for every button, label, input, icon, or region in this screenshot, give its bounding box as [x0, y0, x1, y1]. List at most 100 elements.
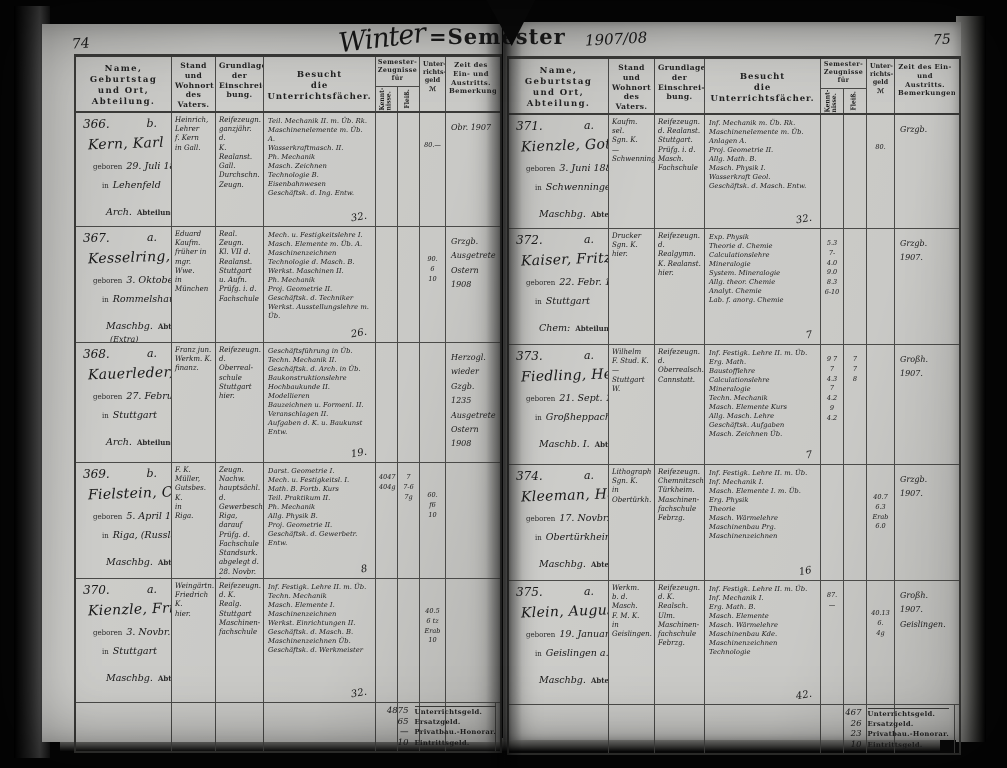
empty-cell [172, 703, 216, 751]
totals-block: 4875 65 — 10 Unterrichtsgeld. Ersatzgeld… [381, 706, 496, 749]
student-name: Klein, August [520, 601, 609, 622]
born-label: geboren [526, 279, 556, 287]
division: Maschbg. [106, 673, 153, 684]
in-label: in [102, 182, 109, 190]
subjects-list: Darst. Geometrie I. Mech. u. Festigkeits… [268, 467, 358, 547]
entry-class-mark: a. [583, 469, 594, 482]
enrollment-basis: Real. Zeugn. Kl. VII d. Realanst. Stuttg… [216, 227, 264, 342]
col-header-name: Name, Geburtstag und Ort, Abteilung. [509, 59, 609, 113]
student-name: Kauerleder, Hugo [87, 363, 172, 384]
enrollment-basis: Reifezeugn. ganzjähr. d. K. Realanst. Ga… [216, 113, 264, 226]
student-name: Fielstein, Curt [87, 483, 172, 504]
totals-row: 4875 65 — 10 Unterrichtsgeld. Ersatzgeld… [76, 703, 500, 751]
fee-amount [867, 345, 895, 464]
entry-remarks: Obr. 1907 [451, 123, 492, 132]
born-label: geboren [93, 163, 123, 171]
enrollment-basis: Reifezeugn. d. Realanst. Stuttgart. Prüf… [655, 115, 705, 228]
ledger-row: 373. a. Fiedling, Hermann geboren 21. Sept… [509, 345, 959, 465]
name-cell: 373. a. Fiedling, Hermann geboren 21. Sept… [509, 345, 609, 464]
entry-number: 366. [83, 117, 110, 131]
col-header-time: Zeit des Ein- und Austritts. Bemerkungen… [898, 63, 955, 98]
subjects-cell: Inf. Festigk. Lehre II. m. Üb. Erg. Math… [705, 345, 821, 464]
col-header-name: Name, Geburtstag und Ort, Abteilung. [76, 57, 172, 111]
total-label-replacement: Ersatzgeld. [867, 720, 914, 729]
entry-remarks [446, 463, 496, 578]
col-header-subjects: Besucht die Unterrichtsfächer. [264, 57, 376, 111]
empty-cell [76, 703, 172, 751]
entry-number: 369. [83, 467, 110, 481]
entry-class-mark: b. [146, 467, 157, 480]
semester-title-printed: =Semester [429, 24, 566, 49]
ledger-row: 371. a. Kienzle, Gottlob geboren 3. Juni 1… [509, 115, 959, 229]
entry-class-mark: a. [146, 583, 157, 596]
division-label: Abteilung. [594, 440, 609, 449]
grades-diligence [398, 579, 420, 702]
birth-place: Lehenfeld [112, 180, 161, 191]
name-cell: 370. a. Kienzle, Friedrich geboren 3. Novb… [76, 579, 172, 702]
birth-date: 22. Febr. 1887 [559, 277, 608, 288]
student-name: Kleeman, Hans [520, 485, 609, 506]
subjects-list: Inf. Mechanik m. Üb. Rk. Maschinenelemen… [709, 119, 807, 190]
entry-remarks: Großh. 1907. Geislingen. [900, 591, 946, 629]
total-entry-fee: 10 [397, 737, 409, 748]
total-replacement: 26 [850, 718, 862, 729]
division-label: Abteilung. [590, 560, 609, 569]
page-stack-right-edge [956, 16, 986, 742]
empty-cell [609, 705, 655, 753]
subjects-cell: Inf. Festigk. Lehre II. m. Üb. Inf. Mech… [705, 465, 821, 580]
entry-number: 373. [516, 349, 543, 363]
grades-knowledge [376, 113, 398, 226]
page-number-left: 74 [71, 35, 91, 53]
grades-knowledge: 87. — [821, 581, 844, 704]
semester-title: Winter=Semester [337, 18, 566, 59]
in-label: in [102, 412, 109, 420]
entry-class-mark: a. [583, 119, 594, 132]
student-name: Kienzle, Friedrich [87, 598, 172, 620]
birth-date: 27. Februar 1883 [126, 391, 172, 402]
col-header-certificates: Semester- Zeugnisse für Kennt- nisse. Fl… [821, 59, 867, 113]
total-label-tuition: Unterrichtsgeld. [867, 710, 936, 718]
born-label: geboren [526, 395, 556, 403]
register-table-right: Name, Geburtstag und Ort, Abteilung. Sta… [507, 56, 961, 755]
entry-number: 371. [516, 119, 543, 133]
empty-cell [867, 705, 895, 753]
semester-title-handwritten: Winter [336, 17, 427, 60]
empty-cell [509, 705, 609, 753]
father-info: Lithograph Sgn. K. in Obertürkh. [609, 465, 655, 580]
tally-mark: 16 [798, 564, 813, 579]
entry-number: 370. [83, 583, 110, 597]
birth-place: Stuttgart [545, 296, 590, 307]
grades-diligence [844, 581, 867, 704]
in-label: in [535, 534, 542, 542]
total-replacement: 65 [397, 716, 409, 727]
in-label: in [535, 650, 542, 658]
tally-mark: 7 [804, 329, 813, 342]
division: Arch. [106, 207, 132, 218]
col-header-basis: Grundlage der Einschrei- bung. [216, 57, 264, 111]
subcolumn-divider [397, 86, 398, 111]
grades-diligence [398, 343, 420, 462]
division-label: Abteilung. [575, 324, 609, 333]
subjects-list: Teil. Mechanik II. m. Üb. Rk. Maschinene… [268, 117, 367, 197]
birth-place: Obertürkheim [545, 532, 609, 543]
col-header-father: Stand und Wohnort des Vaters. [172, 57, 216, 111]
division-label: Abteilung. [590, 676, 609, 685]
subjects-cell: Mech. u. Festigkeitslehre I. Masch. Elem… [264, 227, 376, 342]
division-label: Abteilung. [157, 322, 172, 331]
col-header-diligence: Fleiß. [404, 89, 412, 109]
fee-amount: 60. f6 10 [420, 463, 446, 578]
fee-amount [867, 229, 895, 344]
fee-amount: 40.13 6. 4g [867, 581, 895, 704]
born-label: geboren [93, 393, 123, 401]
father-info: Eduard Kaufm. früher in mgr. Wwe. in Mün… [172, 227, 216, 342]
subjects-list: Inf. Festigk. Lehre II. m. Üb. Erg. Math… [709, 349, 808, 438]
division: Arch. [106, 437, 132, 448]
subjects-cell: Inf. Festigk. Lehre II. m. Üb. Techn. Me… [264, 579, 376, 702]
col-header-fee: Unter- richts- geld ℳ [867, 59, 895, 113]
semester-year-handwritten: 1907/08 [584, 28, 648, 50]
